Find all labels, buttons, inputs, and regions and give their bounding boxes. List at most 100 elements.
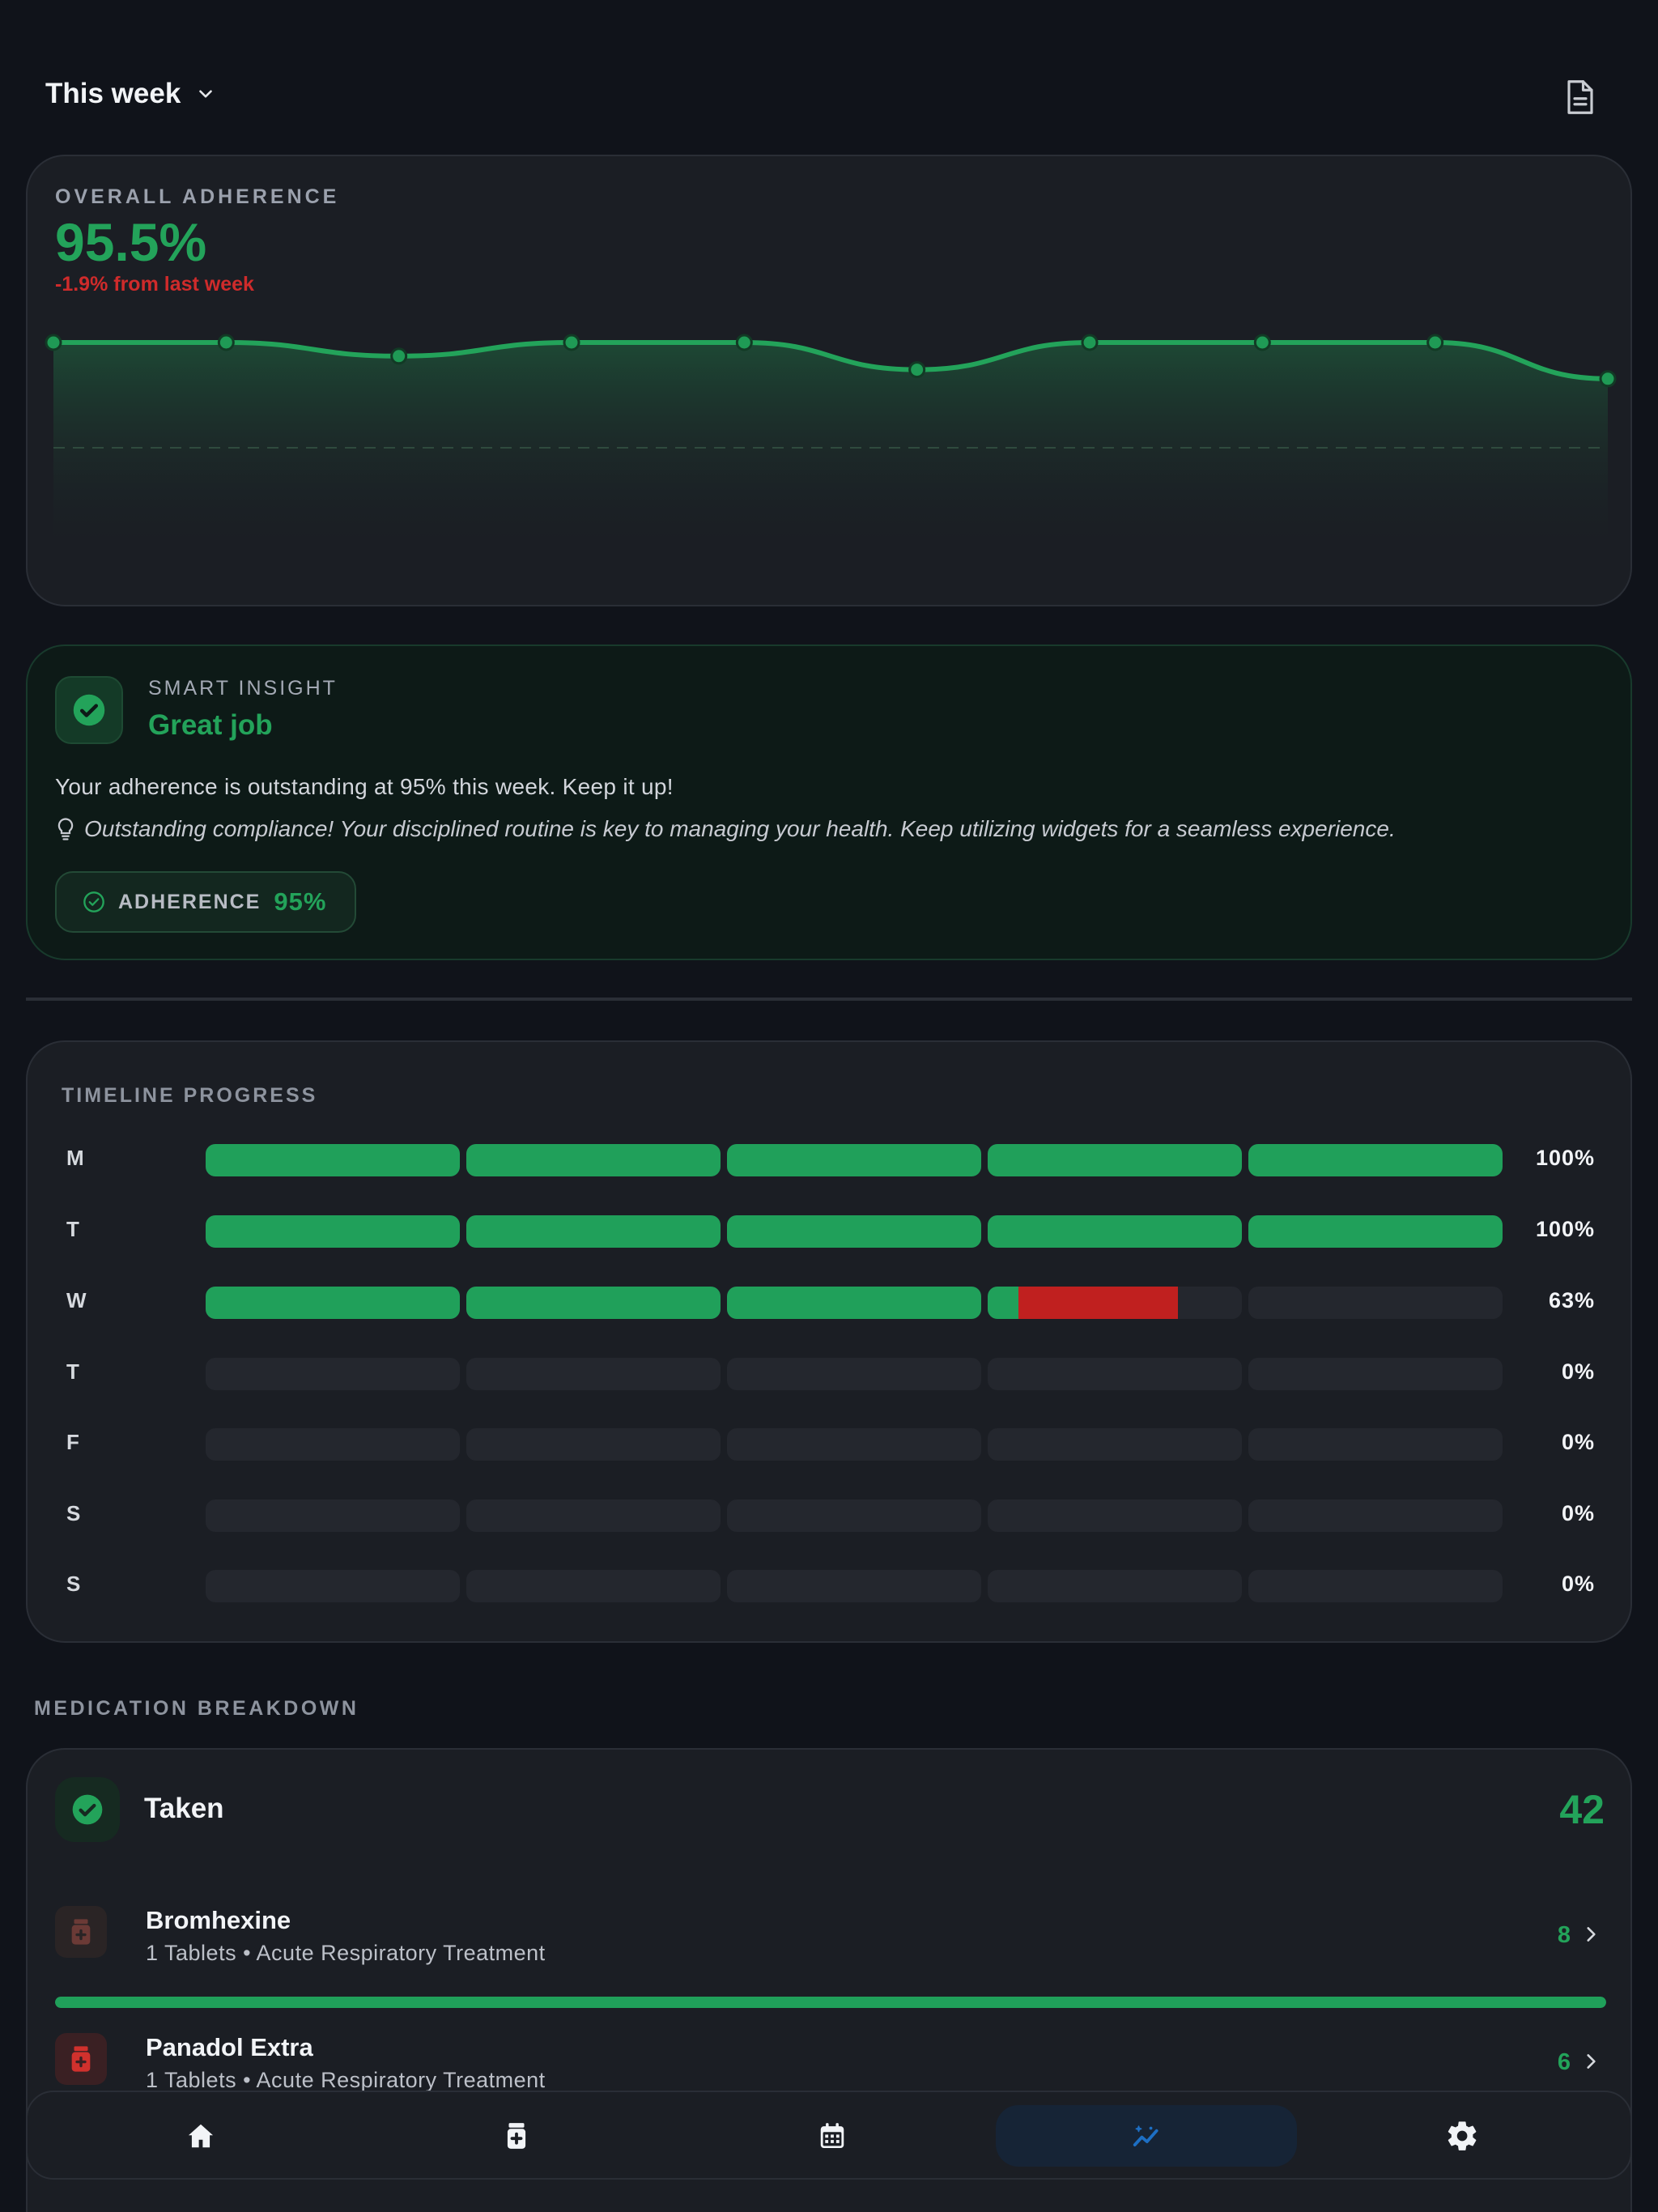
- timeline-day-label: F: [66, 1430, 79, 1454]
- period-label: This week: [45, 78, 181, 109]
- timeline-dose-segment: [466, 1358, 721, 1390]
- adherence-eyebrow: OVERALL ADHERENCE: [55, 185, 340, 208]
- medication-breakdown-label: MEDICATION BREAKDOWN: [34, 1697, 359, 1720]
- timeline-row: S 0%: [28, 1570, 1634, 1602]
- medication-icon-box: [55, 1906, 107, 1958]
- timeline-dose-segment: [1248, 1428, 1503, 1461]
- top-bar: This week: [0, 0, 1658, 154]
- timeline-day-label: W: [66, 1288, 87, 1312]
- trend-point: [1426, 334, 1444, 351]
- timeline-dose-segment: [466, 1144, 721, 1176]
- trend-point: [45, 334, 62, 351]
- chevron-down-icon: [199, 90, 213, 98]
- adherence-value: 95.5%: [55, 212, 207, 272]
- timeline-day-percent: 63%: [1548, 1288, 1595, 1312]
- timeline-dose-segment: [206, 1499, 460, 1532]
- insight-icon-box: [55, 676, 123, 744]
- nav-settings[interactable]: [1312, 2105, 1613, 2167]
- document-icon: [1567, 80, 1593, 114]
- group-title: Taken: [144, 1793, 224, 1824]
- timeline-row: W 63%: [28, 1287, 1634, 1319]
- medication-item[interactable]: Panadol Extra 1 Tablets • Acute Respirato…: [55, 2025, 1606, 2114]
- timeline-dose-segment: [727, 1287, 981, 1319]
- medication-count: 6: [1557, 2049, 1571, 2075]
- check-circle-outline-icon: [83, 891, 104, 912]
- trend-points: [45, 334, 1617, 388]
- segment-taken-fill: [206, 1287, 460, 1319]
- insight-tip: Outstanding compliance! Your disciplined…: [55, 816, 1396, 842]
- chevron-right-icon: [1587, 2054, 1596, 2069]
- segment-missed-fill: [1018, 1287, 1179, 1319]
- timeline-dose-segment: [727, 1144, 981, 1176]
- segment-taken-fill: [466, 1215, 721, 1248]
- segment-taken-fill: [206, 1215, 460, 1248]
- settings-icon: [1448, 2121, 1477, 2150]
- segment-taken-fill: [727, 1215, 981, 1248]
- home-icon: [188, 2124, 214, 2148]
- insights-icon: [1133, 2125, 1158, 2146]
- segment-taken-fill: [988, 1144, 1242, 1176]
- timeline-row: T 0%: [28, 1358, 1634, 1390]
- medication-name: Bromhexine: [146, 1906, 291, 1934]
- medication-detail: 1 Tablets • Acute Respiratory Treatment: [146, 2068, 546, 2092]
- period-selector[interactable]: This week: [45, 78, 216, 110]
- timeline-day-percent: 0%: [1561, 1359, 1595, 1384]
- lightbulb-icon: [57, 818, 74, 840]
- segment-taken-fill: [1248, 1144, 1503, 1176]
- trend-point: [1599, 370, 1617, 388]
- medicine-bottle-icon: [71, 2046, 91, 2072]
- timeline-row: T 100%: [28, 1215, 1634, 1248]
- report-button[interactable]: [1551, 74, 1609, 120]
- medication-detail: 1 Tablets • Acute Respiratory Treatment: [146, 1941, 546, 1965]
- group-count: 42: [1559, 1787, 1605, 1832]
- insight-body: Your adherence is outstanding at 95% thi…: [55, 774, 674, 799]
- adherence-card: OVERALL ADHERENCE 95.5% -1.9% from last …: [26, 155, 1632, 606]
- segment-taken-fill: [466, 1287, 721, 1319]
- timeline-day-label: S: [66, 1501, 81, 1525]
- timeline-dose-segment: [727, 1428, 981, 1461]
- segment-taken-fill: [206, 1144, 460, 1176]
- nav-calendar[interactable]: [682, 2105, 983, 2167]
- timeline-dose-segment: [988, 1144, 1242, 1176]
- timeline-dose-segment: [988, 1358, 1242, 1390]
- timeline-dose-segment: [727, 1499, 981, 1532]
- timeline-dose-segment: [988, 1428, 1242, 1461]
- segment-taken-fill: [988, 1215, 1242, 1248]
- medication-icon-box: [55, 2033, 107, 2085]
- timeline-dose-segment: [466, 1287, 721, 1319]
- timeline-day-label: M: [66, 1146, 84, 1170]
- timeline-dose-segment: [206, 1570, 460, 1602]
- section-divider: [26, 998, 1632, 1001]
- trend-point: [908, 361, 926, 379]
- timeline-dose-segment: [1248, 1287, 1503, 1319]
- trend-point: [735, 334, 753, 351]
- trend-point: [563, 334, 580, 351]
- adherence-pill-label: ADHERENCE: [118, 890, 261, 913]
- medication-progress-bar: [55, 1997, 1606, 2008]
- medicine-icon: [507, 2123, 526, 2149]
- trend-line: [51, 340, 1610, 381]
- timeline-day-percent: 0%: [1561, 1572, 1595, 1596]
- timeline-dose-segment: [1248, 1215, 1503, 1248]
- segment-taken-fill: [1248, 1215, 1503, 1248]
- timeline-row: S 0%: [28, 1499, 1634, 1532]
- insight-tip-text: Outstanding compliance! Your disciplined…: [84, 816, 1396, 841]
- nav-insights[interactable]: [996, 2105, 1297, 2167]
- timeline-dose-segment: [727, 1570, 981, 1602]
- timeline-dose-segment: [206, 1215, 460, 1248]
- timeline-dose-segment: [988, 1499, 1242, 1532]
- timeline-row: M 100%: [28, 1144, 1634, 1176]
- adherence-pill-value: 95%: [274, 887, 327, 916]
- nav-home[interactable]: [50, 2105, 351, 2167]
- smart-insight-card: SMART INSIGHT Great job Your adherence i…: [26, 644, 1632, 960]
- timeline-day-percent: 0%: [1561, 1430, 1595, 1454]
- medication-item[interactable]: Bromhexine 1 Tablets • Acute Respiratory …: [55, 1898, 1606, 2008]
- timeline-dose-segment: [988, 1570, 1242, 1602]
- timeline-eyebrow: TIMELINE PROGRESS: [62, 1084, 318, 1107]
- nav-medications[interactable]: [366, 2105, 667, 2167]
- timeline-dose-segment: [206, 1287, 460, 1319]
- chevron-right-icon: [1587, 1927, 1596, 1942]
- timeline-dose-segment: [988, 1215, 1242, 1248]
- trend-point: [1253, 334, 1271, 351]
- check-circle-icon: [73, 694, 105, 726]
